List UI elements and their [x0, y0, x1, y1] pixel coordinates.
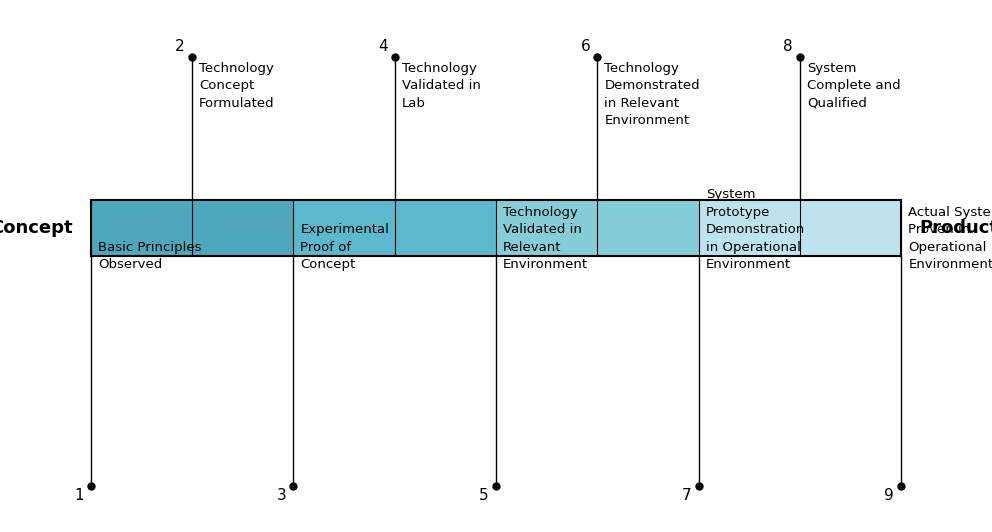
Text: 9: 9 [885, 488, 894, 503]
Text: 2: 2 [176, 39, 185, 54]
Text: Technology
Concept
Formulated: Technology Concept Formulated [199, 62, 275, 110]
Text: Actual System
Proven in
Operational
Environment: Actual System Proven in Operational Envi… [909, 205, 992, 271]
Bar [294, 200, 496, 256]
Bar [496, 200, 698, 256]
Text: 3: 3 [277, 488, 287, 503]
Text: 1: 1 [74, 488, 83, 503]
Text: System
Prototype
Demonstration
in Operational
Environment: System Prototype Demonstration in Operat… [705, 188, 805, 271]
Text: Technology
Demonstrated
in Relevant
Environment: Technology Demonstrated in Relevant Envi… [604, 62, 700, 127]
Text: Basic Principles
Observed: Basic Principles Observed [98, 240, 201, 271]
Text: System
Complete and
Qualified: System Complete and Qualified [807, 62, 901, 110]
Text: Concept: Concept [0, 219, 72, 237]
Text: Technology
Validated in
Relevant
Environment: Technology Validated in Relevant Environ… [503, 205, 588, 271]
Text: 7: 7 [682, 488, 691, 503]
Text: 8: 8 [784, 39, 793, 54]
Bar [90, 200, 294, 256]
Text: 6: 6 [580, 39, 590, 54]
Text: Product: Product [920, 219, 992, 237]
Bar [698, 200, 902, 256]
Text: 5: 5 [479, 488, 489, 503]
Text: 4: 4 [378, 39, 388, 54]
Text: Technology
Validated in
Lab: Technology Validated in Lab [402, 62, 481, 110]
Text: Experimental
Proof of
Concept: Experimental Proof of Concept [301, 223, 389, 271]
Bar [90, 200, 902, 256]
